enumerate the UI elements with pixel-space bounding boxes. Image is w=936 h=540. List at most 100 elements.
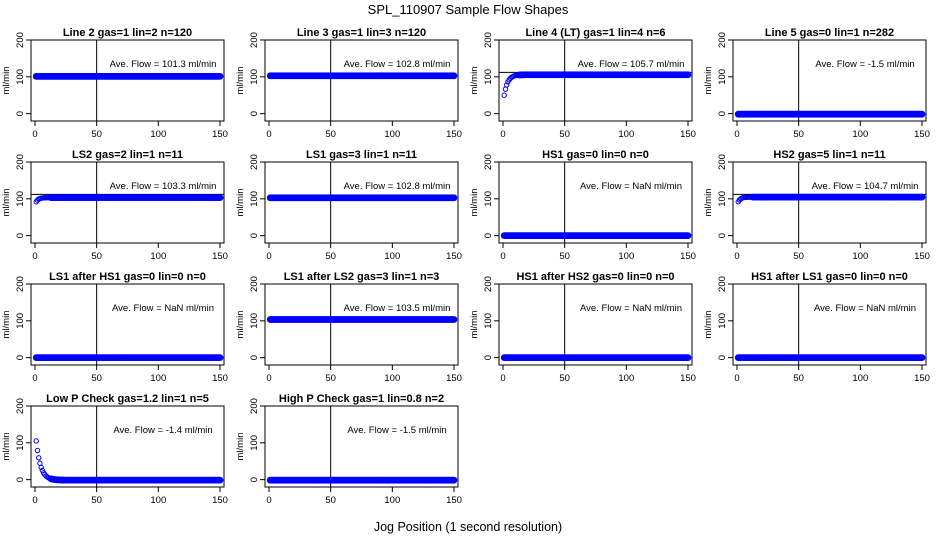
x-tick-label: 100 xyxy=(852,129,868,140)
x-tick-label: 0 xyxy=(500,251,505,262)
data-series xyxy=(33,438,224,484)
x-tick-label: 150 xyxy=(914,129,930,140)
y-tick-label: 0 xyxy=(483,355,494,360)
x-tick-label: 0 xyxy=(32,495,37,506)
y-tick-label: 200 xyxy=(717,154,728,170)
x-tick-label: 150 xyxy=(914,373,930,384)
y-tick-label: 100 xyxy=(483,69,494,85)
x-tick-label: 0 xyxy=(734,251,739,262)
y-tick-label: 100 xyxy=(15,191,26,207)
average-flow-annotation: Ave. Flow = NaN ml/min xyxy=(580,303,682,314)
x-tick-label: 0 xyxy=(500,373,505,384)
data-series xyxy=(501,71,692,98)
x-tick-label: 50 xyxy=(91,373,102,384)
panel-title: LS1 after HS1 gas=0 lin=0 n=0 xyxy=(49,271,206,283)
x-tick-label: 100 xyxy=(150,495,166,506)
y-axis-label: ml/min xyxy=(469,311,480,339)
panel-4: Line 5 gas=0 lin=1 n=282 0 100 200 ml/min 0 50… xyxy=(703,27,930,140)
x-tick-label: 0 xyxy=(266,495,271,506)
x-tick-label: 150 xyxy=(680,129,696,140)
panel-12: HS1 after LS1 gas=0 lin=0 n=0 0 100 200 ml/m… xyxy=(703,271,930,384)
x-tick-label: 50 xyxy=(91,129,102,140)
plot-frame xyxy=(498,161,693,244)
y-axis-label: ml/min xyxy=(703,311,714,339)
panel-title: Line 3 gas=1 lin=3 n=120 xyxy=(297,27,426,39)
x-tick-label: 100 xyxy=(618,373,634,384)
data-series xyxy=(734,354,926,362)
y-tick-label: 0 xyxy=(483,233,494,238)
x-tick-label: 50 xyxy=(793,251,804,262)
data-point xyxy=(450,194,458,202)
y-tick-label: 200 xyxy=(717,32,728,48)
data-series xyxy=(735,193,926,205)
x-tick-label: 0 xyxy=(500,129,505,140)
y-tick-label: 0 xyxy=(717,355,728,360)
panel-11: HS1 after HS2 gas=0 lin=0 n=0 0 100 200 ml/m… xyxy=(469,271,696,384)
y-tick-label: 200 xyxy=(483,32,494,48)
data-point xyxy=(216,354,224,362)
data-point xyxy=(34,447,41,454)
panel-3: Line 4 (LT) gas=1 lin=4 n=6 0 100 200 ml/min… xyxy=(469,27,696,140)
x-tick-label: 100 xyxy=(150,251,166,262)
panel-title: LS2 gas=2 lin=1 n=11 xyxy=(72,149,183,161)
y-tick-label: 200 xyxy=(483,276,494,292)
y-tick-label: 100 xyxy=(15,435,26,451)
data-series xyxy=(734,110,926,118)
average-flow-annotation: Ave. Flow = 102.8 ml/min xyxy=(344,181,451,192)
y-tick-label: 0 xyxy=(15,233,26,238)
data-point xyxy=(501,92,507,98)
y-tick-label: 200 xyxy=(249,398,260,414)
panel-title: High P Check gas=1 lin=0.8 n=2 xyxy=(279,393,444,405)
y-tick-label: 100 xyxy=(15,69,26,85)
panel-title: HS1 gas=0 lin=0 n=0 xyxy=(542,149,649,161)
data-point xyxy=(918,354,926,362)
y-axis-label: ml/min xyxy=(469,67,480,95)
y-tick-label: 200 xyxy=(15,154,26,170)
y-tick-label: 100 xyxy=(717,191,728,207)
plot-frame xyxy=(30,39,225,122)
x-tick-label: 150 xyxy=(446,495,462,506)
y-tick-label: 0 xyxy=(15,477,26,482)
data-series xyxy=(266,476,458,484)
y-tick-label: 100 xyxy=(249,191,260,207)
data-point xyxy=(450,72,458,80)
x-tick-label: 150 xyxy=(212,373,228,384)
x-tick-label: 150 xyxy=(446,251,462,262)
plot-frame xyxy=(30,405,225,488)
data-point xyxy=(684,354,692,362)
y-tick-label: 200 xyxy=(483,154,494,170)
data-series xyxy=(32,354,224,362)
average-flow-annotation: Ave. Flow = 103.5 ml/min xyxy=(344,303,451,314)
x-tick-label: 0 xyxy=(32,251,37,262)
x-tick-label: 0 xyxy=(266,129,271,140)
x-tick-label: 150 xyxy=(446,373,462,384)
data-point xyxy=(504,82,510,88)
data-series xyxy=(266,72,458,80)
y-axis-label: ml/min xyxy=(235,67,246,95)
panel-13: Low P Check gas=1.2 lin=1 n=5 0 100 200 ml/m… xyxy=(1,393,228,506)
panel-8: HS2 gas=5 lin=1 n=11 0 100 200 ml/min 0 50 100 1… xyxy=(703,149,930,262)
x-tick-label: 50 xyxy=(325,129,336,140)
x-tick-label: 100 xyxy=(384,129,400,140)
y-tick-label: 0 xyxy=(249,355,260,360)
x-tick-label: 50 xyxy=(793,373,804,384)
x-tick-label: 50 xyxy=(91,495,102,506)
data-point xyxy=(33,438,39,444)
average-flow-annotation: Ave. Flow = 102.8 ml/min xyxy=(344,59,451,70)
y-axis-label: ml/min xyxy=(1,67,12,95)
x-tick-label: 0 xyxy=(266,251,271,262)
data-point xyxy=(684,71,692,79)
x-tick-label: 100 xyxy=(618,129,634,140)
x-tick-label: 0 xyxy=(32,129,37,140)
plot-frame xyxy=(732,39,927,122)
panel-1: Line 2 gas=1 lin=2 n=120 0 100 200 ml/min 0 50… xyxy=(1,27,228,140)
data-point xyxy=(216,194,224,202)
x-tick-label: 150 xyxy=(212,251,228,262)
x-tick-label: 50 xyxy=(91,251,102,262)
x-tick-label: 150 xyxy=(680,251,696,262)
data-series xyxy=(500,232,692,240)
y-tick-label: 0 xyxy=(15,111,26,116)
y-axis-label: ml/min xyxy=(1,189,12,217)
y-tick-label: 100 xyxy=(249,435,260,451)
